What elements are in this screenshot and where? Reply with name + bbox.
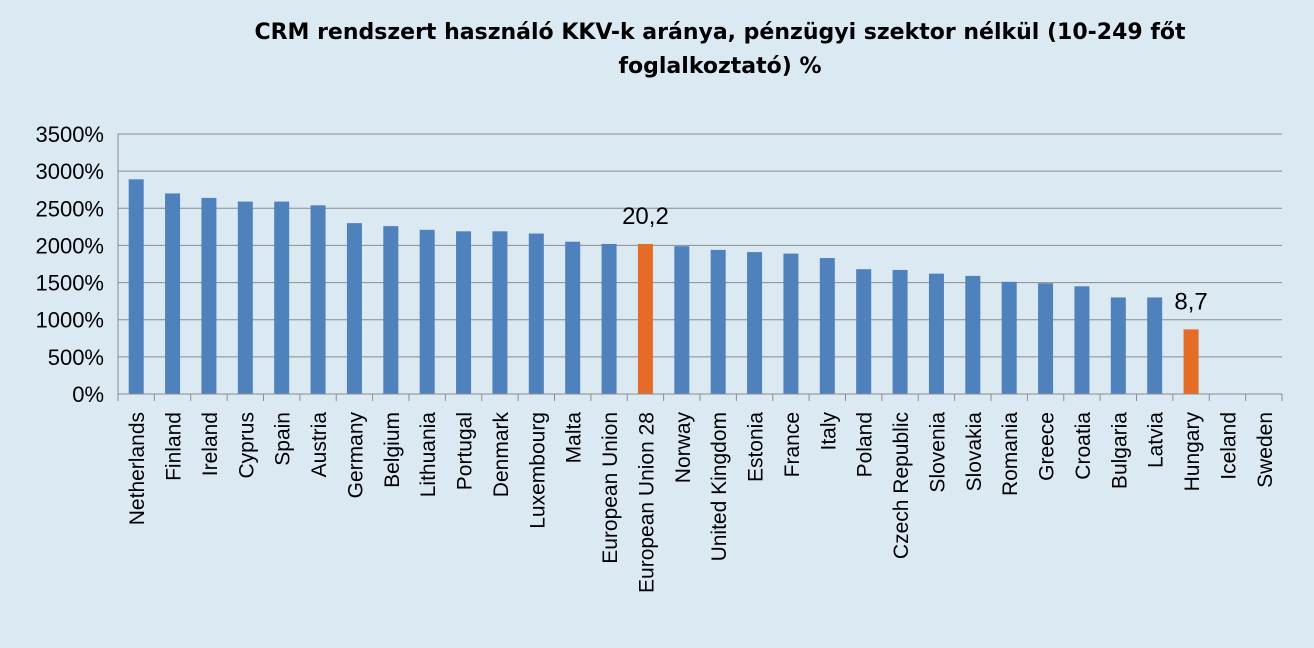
bar bbox=[128, 179, 144, 394]
x-category-label: Netherlands bbox=[126, 412, 149, 525]
x-category-label: Belgium bbox=[381, 412, 404, 488]
y-tick-label: 2500% bbox=[35, 196, 104, 221]
bar bbox=[856, 269, 872, 394]
bar bbox=[747, 252, 763, 394]
bar bbox=[346, 223, 362, 394]
x-category-label: Luxembourg bbox=[526, 412, 549, 529]
y-tick-label: 500% bbox=[48, 345, 104, 370]
x-category-label: Bulgaria bbox=[1108, 412, 1131, 489]
x-category-label: European Union 28 bbox=[635, 412, 658, 593]
x-category-label: Italy bbox=[817, 412, 840, 451]
x-category-label: Malta bbox=[563, 412, 586, 464]
bar bbox=[1038, 283, 1054, 394]
bar bbox=[1110, 297, 1126, 394]
bar bbox=[601, 243, 617, 394]
x-category-label: Iceland bbox=[1217, 412, 1240, 480]
bar bbox=[783, 253, 799, 394]
bar bbox=[1001, 281, 1017, 394]
y-tick-label: 3500% bbox=[35, 122, 104, 147]
x-category-label: Portugal bbox=[454, 412, 477, 490]
bar bbox=[565, 241, 581, 394]
bar bbox=[1183, 329, 1199, 394]
y-tick-label: 2000% bbox=[35, 233, 104, 258]
y-tick-label: 1500% bbox=[35, 271, 104, 296]
data-label: 8,7 bbox=[1174, 288, 1207, 315]
bar bbox=[274, 201, 290, 394]
x-category-label: Norway bbox=[672, 412, 695, 484]
x-category-label: United Kingdom bbox=[708, 412, 731, 561]
x-category-label: Cyprus bbox=[235, 412, 258, 479]
bar bbox=[710, 249, 726, 394]
x-category-label: Germany bbox=[344, 412, 367, 499]
x-category-label: Denmark bbox=[490, 412, 513, 498]
x-category-label: Estonia bbox=[745, 412, 768, 482]
x-category-label: Spain bbox=[272, 412, 295, 466]
x-category-label: Slovakia bbox=[963, 412, 986, 492]
y-tick-label: 3000% bbox=[35, 159, 104, 184]
bar bbox=[383, 226, 399, 394]
bar bbox=[456, 231, 472, 394]
bar bbox=[819, 258, 835, 394]
bar bbox=[310, 205, 326, 394]
bar bbox=[892, 269, 908, 394]
bar bbox=[419, 229, 435, 394]
data-label: 20,2 bbox=[622, 203, 669, 230]
y-tick-label: 1000% bbox=[35, 308, 104, 333]
bar bbox=[928, 273, 944, 394]
x-category-label: Croatia bbox=[1072, 412, 1095, 480]
x-category-label: Ireland bbox=[199, 412, 222, 476]
y-tick-label: 0% bbox=[72, 382, 104, 407]
x-category-label: Hungary bbox=[1181, 412, 1204, 492]
x-category-label: Czech Republic bbox=[890, 412, 913, 559]
bar bbox=[201, 197, 217, 394]
bar bbox=[165, 193, 181, 394]
bar bbox=[1074, 286, 1090, 394]
x-category-label: Lithuania bbox=[417, 412, 440, 498]
x-category-label: Austria bbox=[308, 412, 331, 478]
x-category-label: Sweden bbox=[1254, 412, 1277, 488]
x-category-label: European Union bbox=[599, 412, 622, 564]
x-category-label: Greece bbox=[1036, 412, 1059, 481]
bar bbox=[237, 201, 253, 394]
x-category-label: France bbox=[781, 412, 804, 477]
x-category-label: Romania bbox=[999, 412, 1022, 496]
bar bbox=[492, 231, 508, 394]
bar bbox=[637, 243, 653, 394]
bar bbox=[1147, 297, 1163, 394]
chart-title: CRM rendszert használó KKV-k aránya, pén… bbox=[254, 20, 1186, 79]
bar bbox=[674, 246, 690, 394]
x-category-label: Latvia bbox=[1145, 412, 1168, 468]
x-category-label: Slovenia bbox=[926, 412, 949, 493]
x-category-label: Poland bbox=[854, 412, 877, 477]
bar bbox=[528, 233, 544, 394]
bar bbox=[965, 275, 981, 394]
x-category-label: Finland bbox=[163, 412, 186, 481]
